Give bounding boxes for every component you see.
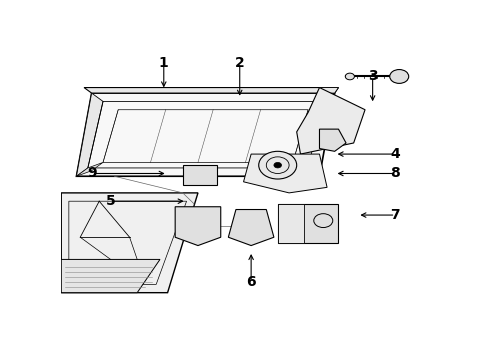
Polygon shape <box>76 162 103 176</box>
Text: 1: 1 <box>159 55 169 69</box>
Circle shape <box>390 69 409 84</box>
Polygon shape <box>228 210 274 246</box>
Circle shape <box>274 162 282 168</box>
Polygon shape <box>61 260 160 293</box>
Polygon shape <box>319 87 339 93</box>
Text: 3: 3 <box>368 69 377 84</box>
Text: 2: 2 <box>235 55 245 69</box>
Polygon shape <box>76 93 335 176</box>
Text: 8: 8 <box>391 166 400 180</box>
Circle shape <box>259 151 297 179</box>
Polygon shape <box>278 204 339 243</box>
Polygon shape <box>175 207 220 246</box>
Polygon shape <box>76 93 103 176</box>
Circle shape <box>345 73 354 80</box>
Text: 5: 5 <box>106 194 116 208</box>
Polygon shape <box>278 204 304 243</box>
Text: 6: 6 <box>246 275 256 289</box>
Polygon shape <box>319 129 346 151</box>
Polygon shape <box>61 193 198 293</box>
Text: 4: 4 <box>391 147 400 161</box>
Polygon shape <box>244 154 327 193</box>
Polygon shape <box>84 87 339 93</box>
Polygon shape <box>183 165 217 185</box>
Polygon shape <box>297 87 365 154</box>
Text: 9: 9 <box>87 166 97 180</box>
Text: 7: 7 <box>391 208 400 222</box>
